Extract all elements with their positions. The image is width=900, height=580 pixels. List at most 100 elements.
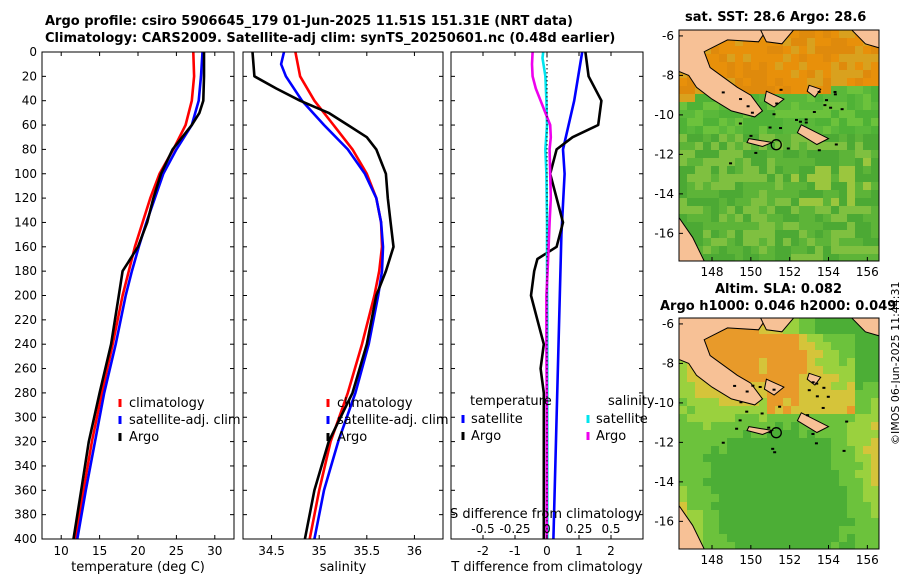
map-cell: [767, 486, 776, 495]
map-cell: [783, 206, 792, 215]
map-cell: [839, 134, 848, 143]
map-cell: [719, 238, 728, 247]
y-tick-label: 120: [14, 191, 37, 205]
map-cell: [815, 518, 824, 527]
series-argo: [72, 52, 206, 540]
reef-dot: [773, 451, 777, 454]
map-cell: [759, 150, 768, 159]
map-cell: [831, 510, 840, 519]
map-cell: [839, 518, 848, 527]
map-cell: [775, 358, 784, 367]
map-cell: [759, 542, 768, 549]
map-cell: [863, 110, 872, 119]
map-cell: [727, 438, 736, 447]
map-cell: [751, 230, 760, 239]
map-cell: [815, 182, 824, 191]
map-cell: [847, 510, 856, 519]
map-cell: [767, 54, 776, 63]
series-t-satellite: [552, 51, 584, 540]
map-cell: [863, 246, 872, 255]
map-cell: [719, 254, 728, 261]
map-cell: [863, 446, 872, 455]
map-cell: [823, 358, 832, 367]
map-cell: [871, 158, 879, 167]
map-cell: [823, 86, 832, 95]
map-cell: [855, 478, 864, 487]
map-cell: [719, 70, 728, 79]
map-cell: [799, 30, 808, 39]
y-tick-label: -12: [654, 435, 674, 449]
map-cell: [719, 126, 728, 135]
map-cell: [831, 462, 840, 471]
map-cell: [839, 102, 848, 111]
map-cell: [703, 94, 712, 103]
reef-dot: [721, 91, 725, 94]
map-cell: [839, 110, 848, 119]
y-tick-label: 240: [14, 337, 37, 351]
map-cell: [703, 462, 712, 471]
map-cell: [855, 510, 864, 519]
map-cell: [855, 222, 864, 231]
map-cell: [783, 398, 792, 407]
map-cell: [727, 214, 736, 223]
legend-label: climatology: [129, 396, 205, 411]
map-cell: [727, 414, 736, 423]
map-cell: [719, 462, 728, 471]
map-cell: [783, 446, 792, 455]
map-cell: [807, 54, 816, 63]
map-cell: [855, 438, 864, 447]
map-cell: [839, 86, 848, 95]
map-cell: [847, 118, 856, 127]
map-cell: [687, 390, 696, 399]
map-cell: [727, 510, 736, 519]
map-cell: [791, 486, 800, 495]
map-cell: [783, 142, 792, 151]
map-cell: [695, 518, 704, 527]
map-cell: [799, 374, 808, 383]
map-cell: [727, 150, 736, 159]
map-cell: [783, 478, 792, 487]
map-cell: [799, 214, 808, 223]
map-cell: [775, 238, 784, 247]
map-cell: [751, 142, 760, 151]
map-cell: [759, 382, 768, 391]
map-cell: [735, 174, 744, 183]
map-cell: [807, 534, 816, 543]
map-cell: [839, 334, 848, 343]
map-cell: [735, 206, 744, 215]
map-cell: [871, 406, 879, 415]
map-cell: [703, 142, 712, 151]
map-cell: [807, 454, 816, 463]
map-cell: [679, 86, 688, 95]
map-cell: [703, 182, 712, 191]
map-cell: [799, 358, 808, 367]
map-cell: [863, 454, 872, 463]
map-cell: [831, 174, 840, 183]
map-cell: [743, 414, 752, 423]
map-cell: [743, 166, 752, 175]
map-cell: [767, 246, 776, 255]
legend-label: Argo: [596, 429, 626, 444]
map-cell: [831, 406, 840, 415]
map-cell: [783, 46, 792, 55]
map-cell: [759, 158, 768, 167]
map-cell: [687, 494, 696, 503]
map-cell: [759, 398, 768, 407]
map-cell: [759, 334, 768, 343]
map-cell: [679, 126, 688, 135]
map-cell: [807, 518, 816, 527]
map-cell: [847, 110, 856, 119]
argo-position-marker: [770, 139, 782, 151]
map-cell: [831, 534, 840, 543]
y-tick-label: 80: [22, 142, 37, 156]
map-cell: [791, 46, 800, 55]
map-cell: [839, 222, 848, 231]
map-cell: [767, 526, 776, 535]
map-cell: [807, 382, 816, 391]
map-cell: [767, 182, 776, 191]
map-cell: [695, 446, 704, 455]
map-cell: [871, 86, 879, 95]
map-cell: [679, 366, 688, 375]
y-tick-label: -14: [654, 475, 674, 489]
map-cell: [791, 502, 800, 511]
